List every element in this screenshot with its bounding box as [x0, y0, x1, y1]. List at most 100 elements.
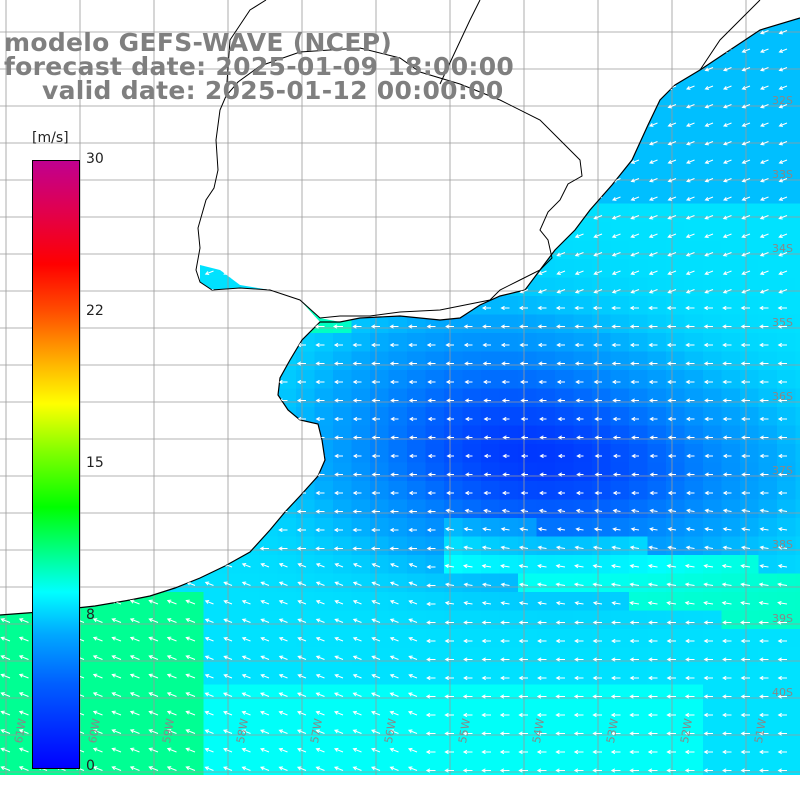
- wind-speed-cell: [333, 129, 353, 149]
- wind-speed-cell: [777, 148, 797, 168]
- wind-speed-cell: [610, 666, 630, 686]
- wind-speed-cell: [0, 333, 20, 353]
- wind-speed-cell: [462, 333, 482, 353]
- wind-arrow: [648, 638, 658, 644]
- wind-speed-cell: [647, 185, 667, 205]
- colorbar-tick-15: 15: [86, 455, 104, 471]
- wind-speed-cell: [795, 148, 800, 168]
- wind-speed-cell: [518, 518, 538, 538]
- wind-speed-cell: [481, 629, 501, 649]
- wind-speed-cell: [0, 185, 20, 205]
- wind-arrow: [759, 749, 769, 755]
- wind-speed-cell: [740, 166, 760, 186]
- wind-speed-cell: [388, 370, 408, 390]
- wind-speed-cell: [259, 425, 279, 445]
- wind-arrow: [759, 342, 769, 348]
- wind-arrow: [574, 638, 584, 644]
- wind-speed-cell: [0, 481, 20, 501]
- wind-arrow: [741, 289, 751, 294]
- wind-speed-cell: [573, 758, 593, 775]
- wind-arrow: [93, 270, 103, 276]
- wind-speed-cell: [684, 647, 704, 667]
- wind-arrow: [574, 48, 584, 54]
- wind-speed-cell: [18, 92, 38, 112]
- wind-arrow: [370, 729, 381, 734]
- wind-speed-cell: [721, 536, 741, 556]
- wind-speed-cell: [111, 425, 131, 445]
- wind-speed-cell: [610, 55, 630, 75]
- wind-speed-cell: [795, 444, 800, 464]
- wind-speed-cell: [629, 18, 649, 20]
- wind-arrow: [740, 379, 750, 385]
- wind-speed-cell: [425, 185, 445, 205]
- wind-speed-cell: [666, 684, 686, 704]
- wind-speed-cell: [148, 166, 168, 186]
- wind-arrow: [667, 122, 677, 127]
- wind-arrow: [539, 453, 547, 459]
- wind-speed-cell: [703, 74, 723, 94]
- wind-speed-cell: [407, 703, 427, 723]
- wind-arrow: [132, 12, 140, 16]
- wind-speed-cell: [795, 703, 800, 723]
- wind-speed-cell: [758, 647, 778, 667]
- wind-arrow: [741, 472, 750, 477]
- wind-speed-cell: [425, 370, 445, 390]
- wind-speed-cell: [666, 721, 686, 741]
- wind-arrow: [481, 731, 491, 736]
- wind-speed-cell: [629, 758, 649, 775]
- wind-arrow: [740, 582, 751, 587]
- wind-arrow: [0, 305, 10, 311]
- wind-speed-cell: [92, 259, 112, 279]
- wind-speed-cell: [758, 407, 778, 427]
- wind-arrow: [241, 710, 251, 716]
- wind-speed-cell: [259, 481, 279, 501]
- wind-arrow: [481, 305, 491, 311]
- wind-speed-cell: [518, 259, 538, 279]
- wind-speed-cell: [629, 314, 649, 334]
- wind-speed-cell: [647, 388, 667, 408]
- wind-speed-cell: [203, 740, 223, 760]
- wind-speed-cell: [555, 92, 575, 112]
- wind-arrow: [93, 196, 103, 202]
- wind-speed-cell: [684, 18, 704, 20]
- wind-speed-cell: [666, 555, 686, 575]
- wind-speed-cell: [758, 18, 778, 20]
- wind-speed-cell: [592, 740, 612, 760]
- wind-speed-cell: [666, 703, 686, 723]
- wind-speed-cell: [758, 351, 778, 371]
- wind-arrow: [592, 545, 603, 550]
- wind-arrow: [573, 768, 584, 773]
- wind-arrow: [427, 453, 436, 459]
- wind-speed-cell: [518, 721, 538, 741]
- wind-arrow: [204, 527, 214, 533]
- wind-speed-cell: [277, 240, 297, 260]
- wind-arrow: [518, 545, 529, 550]
- wind-arrow: [759, 638, 769, 644]
- wind-arrow: [427, 361, 436, 366]
- wind-arrow: [722, 305, 732, 311]
- wind-arrow: [463, 638, 473, 644]
- wind-arrow: [777, 342, 787, 348]
- wind-speed-cell: [777, 407, 797, 427]
- wind-arrow: [465, 453, 473, 459]
- wind-arrow: [166, 599, 177, 605]
- wind-speed-cell: [333, 259, 353, 279]
- wind-arrow: [370, 710, 381, 716]
- wind-arrow: [518, 675, 528, 681]
- wind-speed-cell: [721, 740, 741, 760]
- wind-arrow: [260, 655, 270, 660]
- wind-speed-cell: [703, 18, 723, 20]
- wind-speed-cell: [314, 388, 334, 408]
- wind-arrow: [741, 453, 750, 459]
- wind-speed-cell: [148, 18, 168, 20]
- wind-speed-cell: [703, 370, 723, 390]
- wind-arrow: [446, 490, 454, 496]
- wind-arrow: [334, 270, 344, 275]
- wind-speed-cell: [444, 758, 464, 775]
- wind-speed-cell: [259, 499, 279, 519]
- wind-arrow: [778, 252, 788, 257]
- wind-arrow: [481, 657, 491, 662]
- wind-arrow: [56, 122, 66, 128]
- wind-speed-cell: [740, 555, 760, 575]
- wind-speed-cell: [684, 536, 704, 556]
